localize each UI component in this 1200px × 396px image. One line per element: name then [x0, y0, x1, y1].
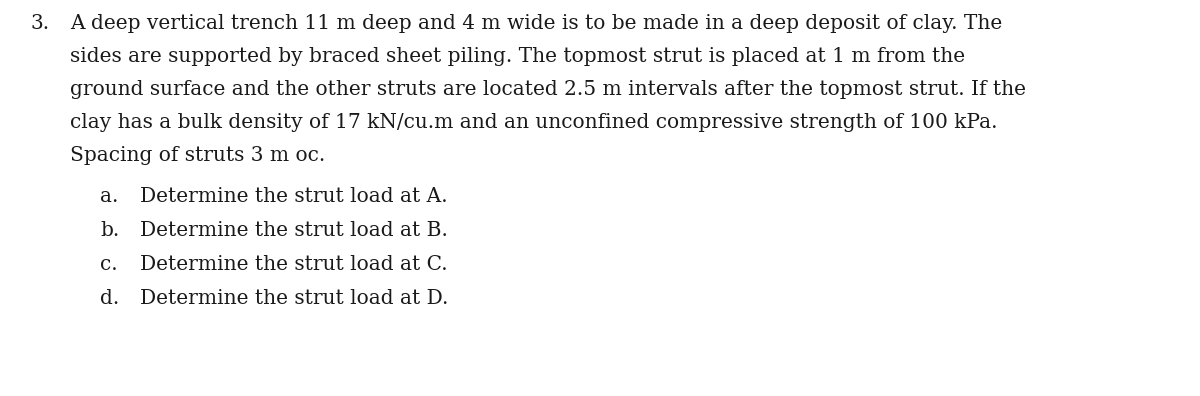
Text: ground surface and the other struts are located 2.5 m intervals after the topmos: ground surface and the other struts are …: [70, 80, 1026, 99]
Text: 3.: 3.: [30, 14, 49, 33]
Text: c.: c.: [100, 255, 118, 274]
Text: a.: a.: [100, 187, 119, 206]
Text: d.: d.: [100, 289, 119, 308]
Text: b.: b.: [100, 221, 119, 240]
Text: A deep vertical trench 11 m deep and 4 m wide is to be made in a deep deposit of: A deep vertical trench 11 m deep and 4 m…: [70, 14, 1002, 33]
Text: Spacing of struts 3 m oc.: Spacing of struts 3 m oc.: [70, 146, 325, 165]
Text: clay has a bulk density of 17 kN/cu.m and an unconfined compressive strength of : clay has a bulk density of 17 kN/cu.m an…: [70, 113, 997, 132]
Text: Determine the strut load at C.: Determine the strut load at C.: [140, 255, 448, 274]
Text: sides are supported by braced sheet piling. The topmost strut is placed at 1 m f: sides are supported by braced sheet pili…: [70, 47, 965, 66]
Text: Determine the strut load at A.: Determine the strut load at A.: [140, 187, 448, 206]
Text: Determine the strut load at B.: Determine the strut load at B.: [140, 221, 448, 240]
Text: Determine the strut load at D.: Determine the strut load at D.: [140, 289, 449, 308]
